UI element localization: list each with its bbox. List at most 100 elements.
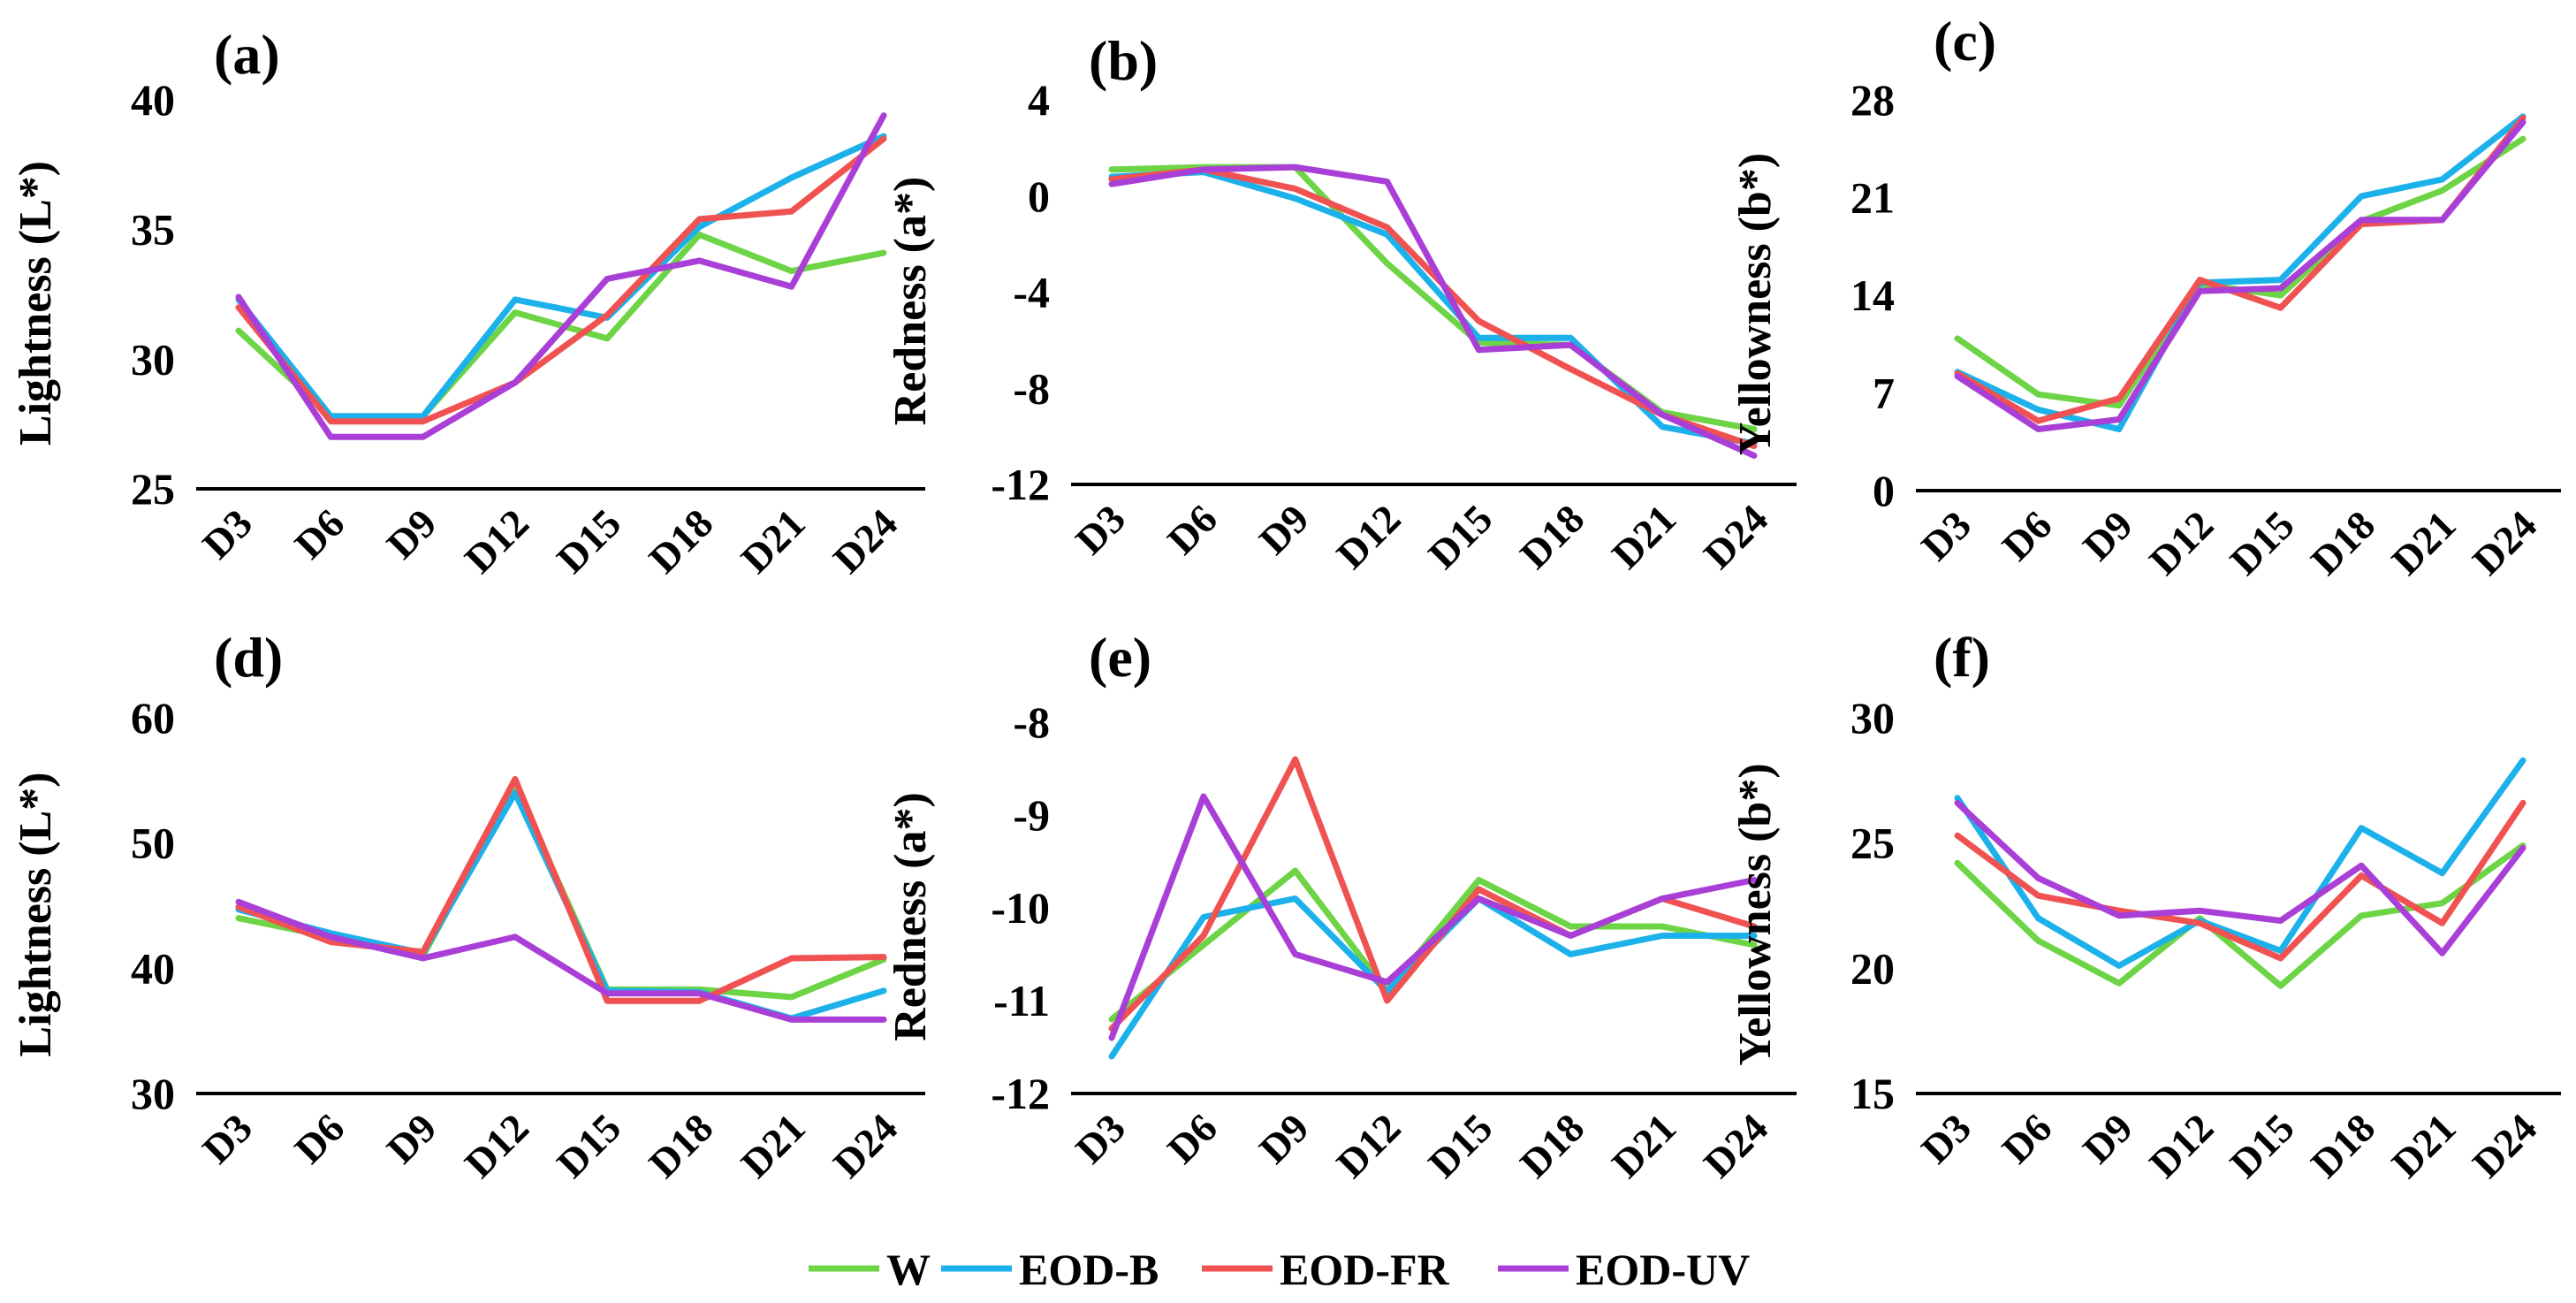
series-line-eod-uv bbox=[235, 898, 887, 1023]
panel-label: (f) bbox=[1934, 626, 1990, 689]
series-line-w bbox=[235, 232, 887, 420]
y-tick-label: -9 bbox=[1013, 790, 1050, 840]
y-axis-title: Yellowness (b*) bbox=[1730, 763, 1781, 1065]
x-tick-label: D15 bbox=[2222, 1105, 2303, 1186]
series-line-eod-b bbox=[1954, 757, 2527, 969]
y-tick-label: -8 bbox=[1013, 363, 1050, 413]
series-line-w bbox=[1108, 867, 1758, 1023]
legend-label: W bbox=[886, 1245, 931, 1294]
panel-label: (a) bbox=[214, 23, 280, 86]
panel-label: (c) bbox=[1934, 10, 1996, 72]
x-tick-label: D24 bbox=[824, 1105, 906, 1186]
x-tick-label: D12 bbox=[1328, 1105, 1410, 1186]
panel-f: (f) Yellowness (b*) 15 20 25 30 D3 D6 D9 D12 D15 D1… bbox=[1730, 626, 2561, 1186]
legend-item: EOD-B bbox=[941, 1245, 1159, 1294]
y-tick-label: 25 bbox=[131, 464, 175, 514]
x-tick-label: D6 bbox=[286, 500, 353, 568]
x-tick-label: D9 bbox=[378, 500, 445, 568]
x-tick-label: D3 bbox=[1067, 1105, 1134, 1172]
x-tick-label: D9 bbox=[1250, 1105, 1318, 1172]
series-line-eod-fr bbox=[1954, 115, 2527, 424]
series-line-eod-fr bbox=[235, 135, 887, 425]
panel-c: (c) Yellowness (b*) 0 7 14 21 28 D3 D6 D9 D12 D15 D1… bbox=[1730, 10, 2561, 583]
y-tick-label: -12 bbox=[991, 1069, 1050, 1118]
x-tick-label: D15 bbox=[2222, 502, 2303, 583]
legend-item: EOD-FR bbox=[1202, 1245, 1450, 1294]
y-tick-label: 20 bbox=[1850, 943, 1895, 993]
y-tick-label: 40 bbox=[131, 75, 175, 125]
x-tick-label: D9 bbox=[1250, 496, 1318, 563]
series-line-eod-b bbox=[235, 789, 887, 1022]
y-tick-label: -11 bbox=[993, 976, 1050, 1025]
legend-item: W bbox=[809, 1245, 931, 1294]
x-tick-label: D3 bbox=[194, 500, 261, 568]
y-tick-label: 60 bbox=[131, 693, 175, 743]
y-tick-label: -4 bbox=[1013, 268, 1050, 317]
x-tick-label: D18 bbox=[1511, 496, 1592, 577]
x-tick-label: D21 bbox=[2383, 1105, 2465, 1186]
series-line-w bbox=[1108, 164, 1758, 432]
legend-label: EOD-UV bbox=[1576, 1245, 1750, 1294]
series-line-eod-uv bbox=[1108, 164, 1758, 459]
x-tick-label: D18 bbox=[640, 1105, 721, 1186]
panel-label: (b) bbox=[1089, 29, 1158, 92]
y-tick-label: 30 bbox=[131, 1069, 175, 1118]
panel-a: (a) Lightness (L*) 25 30 35 40 D3 D6 D9 D12 D15 D18… bbox=[11, 23, 925, 582]
y-tick-label: 40 bbox=[131, 943, 175, 993]
x-tick-label: D24 bbox=[2464, 502, 2545, 583]
series-line-eod-b bbox=[235, 133, 887, 420]
y-axis-title: Lightness (L*) bbox=[11, 772, 61, 1056]
x-tick-label: D12 bbox=[456, 500, 537, 582]
y-tick-label: 50 bbox=[131, 819, 175, 868]
x-tick-label: D9 bbox=[2074, 502, 2141, 569]
panel-d: (d) Lightness (L*) 30 40 50 60 D3 D6 D9 D12 D15 D18… bbox=[11, 626, 925, 1186]
x-tick-label: D6 bbox=[286, 1105, 353, 1172]
y-tick-label: 15 bbox=[1850, 1069, 1895, 1118]
y-tick-label: -8 bbox=[1013, 697, 1050, 747]
y-tick-label: -12 bbox=[991, 460, 1050, 509]
series-line-eod-fr bbox=[1954, 799, 2527, 962]
x-tick-label: D21 bbox=[733, 500, 814, 582]
panel-label: (e) bbox=[1089, 626, 1151, 689]
series-line-eod-uv bbox=[1108, 793, 1758, 1041]
x-tick-label: D3 bbox=[194, 1105, 261, 1172]
y-tick-label: 30 bbox=[1850, 693, 1895, 743]
x-tick-label: D12 bbox=[456, 1105, 537, 1186]
x-tick-label: D9 bbox=[378, 1105, 445, 1172]
legend-item: EOD-UV bbox=[1498, 1245, 1750, 1294]
x-tick-label: D3 bbox=[1912, 502, 1979, 569]
series-line-eod-uv bbox=[1954, 118, 2527, 432]
x-tick-label: D3 bbox=[1912, 1105, 1979, 1172]
series-line-eod-uv bbox=[235, 112, 887, 440]
x-tick-label: D24 bbox=[2464, 1105, 2545, 1186]
x-tick-label: D9 bbox=[2074, 1105, 2141, 1172]
series-line-w bbox=[1954, 842, 2527, 989]
x-tick-label: D18 bbox=[2302, 1105, 2383, 1186]
y-axis-title: Redness (a*) bbox=[885, 177, 936, 426]
y-tick-label: 0 bbox=[1873, 466, 1895, 515]
x-tick-label: D6 bbox=[1159, 496, 1226, 563]
x-tick-label: D15 bbox=[548, 1105, 629, 1186]
y-tick-label: 21 bbox=[1850, 173, 1895, 223]
y-tick-label: 4 bbox=[1028, 75, 1050, 125]
x-tick-label: D12 bbox=[1328, 496, 1410, 577]
x-tick-label: D18 bbox=[2302, 502, 2383, 583]
series-line-eod-uv bbox=[1954, 799, 2527, 956]
x-tick-label: D18 bbox=[640, 500, 721, 582]
legend-label: EOD-FR bbox=[1280, 1245, 1450, 1294]
series-line-eod-b bbox=[1954, 113, 2527, 432]
series-line-eod-b bbox=[1108, 169, 1758, 447]
x-tick-label: D3 bbox=[1067, 496, 1134, 563]
series-line-eod-fr bbox=[1108, 166, 1758, 449]
x-tick-label: D21 bbox=[1603, 496, 1684, 577]
y-axis-title: Lightness (L*) bbox=[11, 161, 61, 446]
x-tick-label: D18 bbox=[1511, 1105, 1592, 1186]
x-tick-label: D12 bbox=[2140, 1105, 2222, 1186]
panel-e: (e) Redness (a*) -12 -11 -10 -9 -8 D3 D6 D9 D12 D15… bbox=[885, 626, 1797, 1186]
x-tick-label: D15 bbox=[1419, 496, 1501, 577]
y-axis-title: Redness (a*) bbox=[885, 792, 936, 1041]
panel-label: (d) bbox=[214, 626, 283, 689]
legend: W EOD-B EOD-FR EOD-UV bbox=[809, 1245, 1750, 1294]
